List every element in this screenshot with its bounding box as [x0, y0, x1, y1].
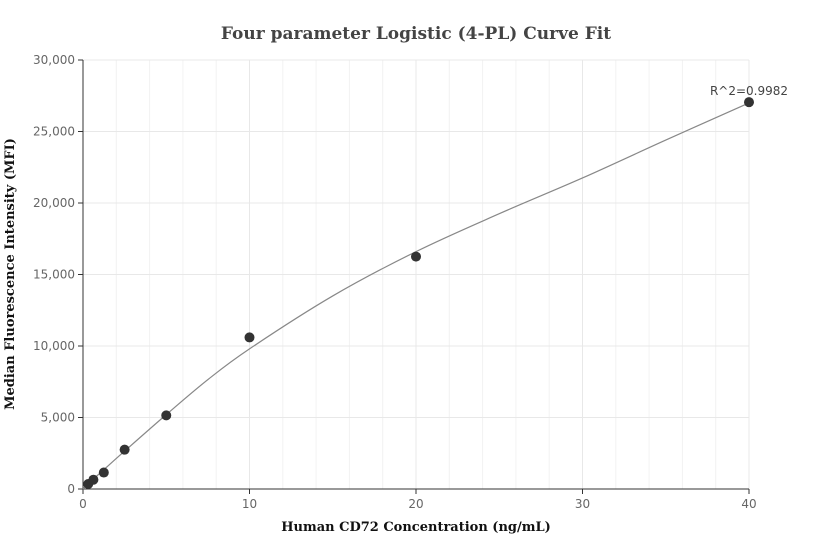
x-tick-label: 20 — [408, 497, 423, 511]
points-layer — [83, 97, 754, 489]
x-tick-label: 10 — [242, 497, 257, 511]
data-point — [88, 474, 99, 485]
data-point — [744, 97, 754, 108]
r-squared-annotation: R^2=0.9982 — [710, 84, 788, 98]
data-point — [98, 467, 109, 478]
y-tick-label: 0 — [67, 482, 75, 496]
y-tick-label: 15,000 — [33, 268, 75, 282]
axes: 0 5,000 10,000 15,000 20,000 25,000 30,000 0 10 2… — [33, 53, 757, 511]
data-point — [119, 444, 130, 455]
y-tick-label: 20,000 — [33, 196, 75, 210]
y-tick-label: 30,000 — [33, 53, 75, 67]
grid — [82, 59, 750, 490]
x-tick-label: 30 — [575, 497, 590, 511]
x-tick-label: 40 — [741, 497, 756, 511]
data-point — [161, 410, 172, 421]
y-axis-label: Median Fluorescence Intensity (MFI) — [3, 138, 18, 410]
data-point — [411, 251, 421, 262]
x-axis-label: Human CD72 Concentration (ng/mL) — [281, 520, 551, 535]
y-tick-label: 5,000 — [41, 411, 75, 425]
data-point — [244, 332, 255, 343]
x-tick-label: 0 — [79, 497, 87, 511]
y-tick-label: 25,000 — [33, 125, 75, 139]
y-tick-label: 10,000 — [33, 339, 75, 353]
chart-title: Four parameter Logistic (4-PL) Curve Fit — [221, 24, 611, 44]
